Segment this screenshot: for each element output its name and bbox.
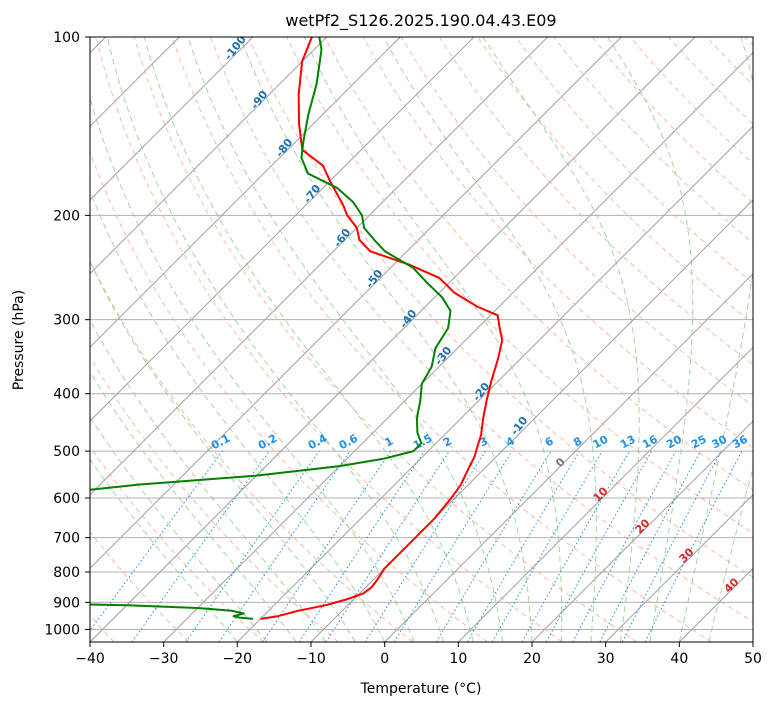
mixing-ratio-line (644, 450, 743, 642)
isotherm-line (90, 37, 696, 642)
x-tick-label: −30 (149, 651, 179, 667)
x-tick-label: −40 (75, 651, 105, 667)
dry-adiabat-line (171, 37, 712, 642)
mixing-ratio-line (131, 450, 270, 642)
dry-adiabat-line (400, 37, 753, 407)
moist-adiabat-line (607, 37, 694, 642)
isotherm-grid (90, 37, 753, 642)
dry-adiabat-line (248, 37, 753, 578)
mixing-ratio-line (325, 450, 450, 642)
dry-adiabat-line (95, 37, 563, 642)
moist-adiabat-line (678, 37, 753, 642)
y-tick-label: 300 (53, 313, 80, 329)
mixing-ratio-lines (90, 450, 743, 642)
mixing-ratio-line (90, 450, 223, 632)
y-tick-label: 100 (53, 30, 80, 46)
x-tick-label: 40 (670, 651, 688, 667)
x-tick-label: 10 (449, 651, 467, 667)
dry-adiabat-line (210, 37, 753, 623)
isotherm-line (605, 493, 753, 642)
dry-adiabat-line (90, 259, 414, 642)
dry-adiabat-line (90, 150, 488, 642)
x-tick-label: 0 (380, 651, 389, 667)
mixing-ratio-line (262, 450, 392, 642)
x-tick-label: −10 (296, 651, 326, 667)
moist-adiabat-line (303, 37, 563, 642)
mixing-ratio-label: 36 (730, 433, 750, 452)
moist-adiabat-line (90, 189, 386, 642)
dry-adiabat-line (90, 356, 339, 642)
moist-adiabat-line (143, 37, 474, 642)
x-tick-label: −20 (223, 651, 253, 667)
dry-adiabat-line (438, 37, 753, 366)
mixing-ratio-line (545, 450, 653, 642)
mixing-ratio-line (521, 450, 630, 642)
y-tick-label: 600 (53, 491, 80, 507)
x-axis: −40 −30 −20 −10 0 10 20 30 40 50 (75, 642, 762, 667)
sounding-series (90, 37, 504, 620)
x-tick-label: 30 (597, 651, 615, 667)
temperature-line (260, 37, 504, 620)
plot-area: 0.1 0.2 0.4 0.6 1 1.5 2 3 4 6 8 10 13 16 20 25 30 36-100-… (90, 37, 753, 642)
y-tick-label: 700 (53, 531, 80, 547)
x-tick-label: 20 (523, 651, 541, 667)
mixing-ratio-line (185, 450, 320, 642)
y-tick-label: 900 (53, 595, 80, 611)
mixing-ratio-line (218, 450, 351, 642)
moist-adiabat-line (106, 37, 445, 642)
isotherm-line (90, 37, 475, 422)
mixing-ratio-label: 10 (591, 433, 611, 452)
moist-adiabat-line (90, 260, 356, 642)
dewpoint-line (90, 37, 452, 620)
mixing-ratio-line (572, 450, 677, 642)
x-axis-label: Temperature (°C) (360, 681, 482, 697)
moist-adiabat-line (90, 96, 415, 642)
mixing-ratio-label: 25 (689, 433, 709, 452)
isotherm-line (531, 420, 753, 642)
dry-adiabat-line (133, 37, 638, 642)
y-axis: 100 200 300 400 500 600 700 800 900 1000 (44, 30, 90, 638)
isotherm-line (90, 37, 328, 275)
isotherm-line (90, 37, 622, 570)
isotherm-line (90, 37, 254, 201)
moist-adiabat-line (187, 37, 503, 642)
dry-adiabat-line (286, 37, 753, 534)
y-tick-label: 500 (53, 444, 80, 460)
x-tick-label: 50 (744, 651, 762, 667)
moist-adiabat-line (90, 370, 297, 642)
isotherm-line (90, 37, 549, 496)
isotherm-line (163, 51, 753, 642)
mixing-ratio-line (298, 450, 425, 642)
chart-title: wetPf2_S126.2025.190.04.43.E09 (285, 11, 556, 31)
plot-frame (89, 36, 754, 643)
isotherm-line (90, 37, 401, 349)
y-tick-label: 800 (53, 565, 80, 581)
y-tick-label: 400 (53, 387, 80, 403)
mixing-ratio-label: 30 (710, 433, 730, 452)
mixing-ratio-line (393, 450, 513, 642)
y-tick-label: 200 (53, 208, 80, 224)
y-axis-label: Pressure (hPa) (11, 290, 27, 390)
moist-adiabat-line (383, 37, 597, 642)
mixing-ratio-label: 13 (618, 433, 638, 452)
isotherm-line (384, 272, 753, 642)
moist-adiabat-line (90, 416, 268, 642)
dry-adiabat-line (90, 531, 190, 642)
moist-adiabat-line (708, 466, 753, 642)
mixing-ratio-label: 16 (640, 433, 660, 452)
mixing-ratio-label: 20 (664, 433, 684, 452)
isobar-grid (90, 37, 753, 630)
dry-adiabat-line (515, 37, 753, 284)
dry-adiabats (90, 37, 753, 642)
moist-adiabat-line (90, 319, 327, 642)
moist-adiabat-line (482, 37, 640, 642)
isotherm-line (236, 125, 753, 642)
moist-adiabat-line (239, 37, 533, 642)
y-tick-label: 1000 (44, 622, 80, 638)
